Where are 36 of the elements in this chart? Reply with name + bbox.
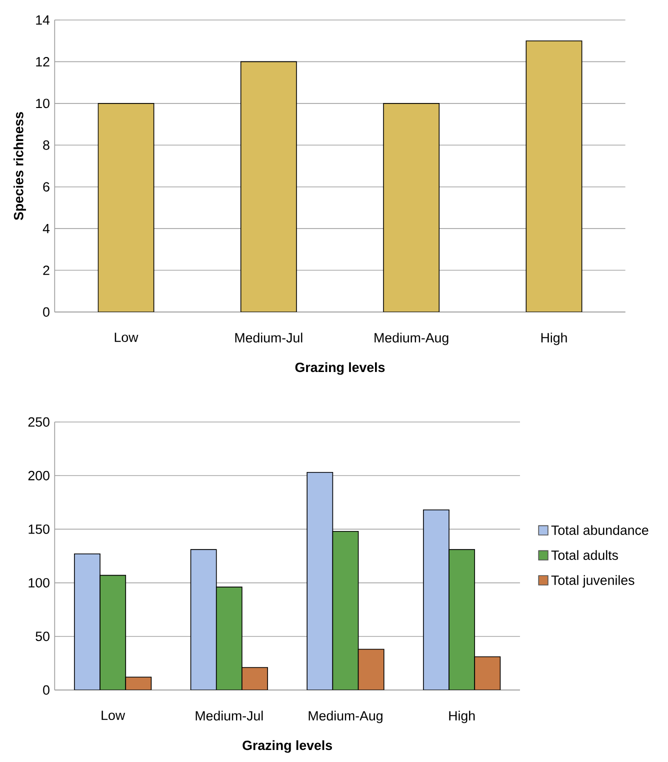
- x-tick-label: Medium-Jul: [196, 710, 263, 720]
- legend-label: Total juveniles: [551, 575, 634, 588]
- bar: [126, 677, 152, 690]
- bar: [216, 586, 242, 690]
- y-tick-label: 2: [43, 266, 50, 275]
- y-tick-label: 50: [36, 632, 50, 642]
- y-tick-label: 100: [28, 578, 50, 588]
- y-tick-label: 10: [36, 98, 50, 108]
- x-tick-label: Low: [114, 332, 138, 342]
- x-tick-label: Medium-Aug: [308, 710, 382, 724]
- x-axis-title: Grazing levels: [242, 740, 332, 753]
- bar: [474, 656, 501, 690]
- x-tick-label: Medium-Aug: [374, 332, 448, 346]
- y-tick-label: 0: [43, 685, 50, 695]
- y-tick-label: 4: [42, 224, 50, 234]
- y-tick-label: 12: [36, 57, 50, 66]
- x-tick-label: Medium-Jul: [235, 332, 302, 342]
- bar: [332, 530, 359, 690]
- bar: [358, 648, 384, 690]
- y-tick-label: 14: [36, 15, 50, 25]
- legend-label: Total abundance: [551, 525, 648, 535]
- x-axis-title: Grazing levels: [295, 362, 385, 375]
- y-tick-label: 0: [43, 307, 50, 317]
- bar: [100, 574, 126, 690]
- legend-label: Total adults: [551, 550, 618, 560]
- x-tick-label: High: [449, 710, 475, 724]
- bar: [242, 667, 268, 690]
- y-axis-title: Species richness: [14, 112, 26, 220]
- x-tick-label: High: [541, 332, 567, 346]
- y-tick-label: 6: [43, 182, 50, 192]
- x-tick-label: Low: [102, 710, 126, 720]
- bar: [448, 549, 476, 690]
- y-tick-label: 150: [28, 524, 50, 534]
- y-tick-label: 200: [28, 470, 50, 480]
- y-tick-label: 250: [28, 417, 50, 427]
- y-tick-label: 8: [43, 140, 50, 150]
